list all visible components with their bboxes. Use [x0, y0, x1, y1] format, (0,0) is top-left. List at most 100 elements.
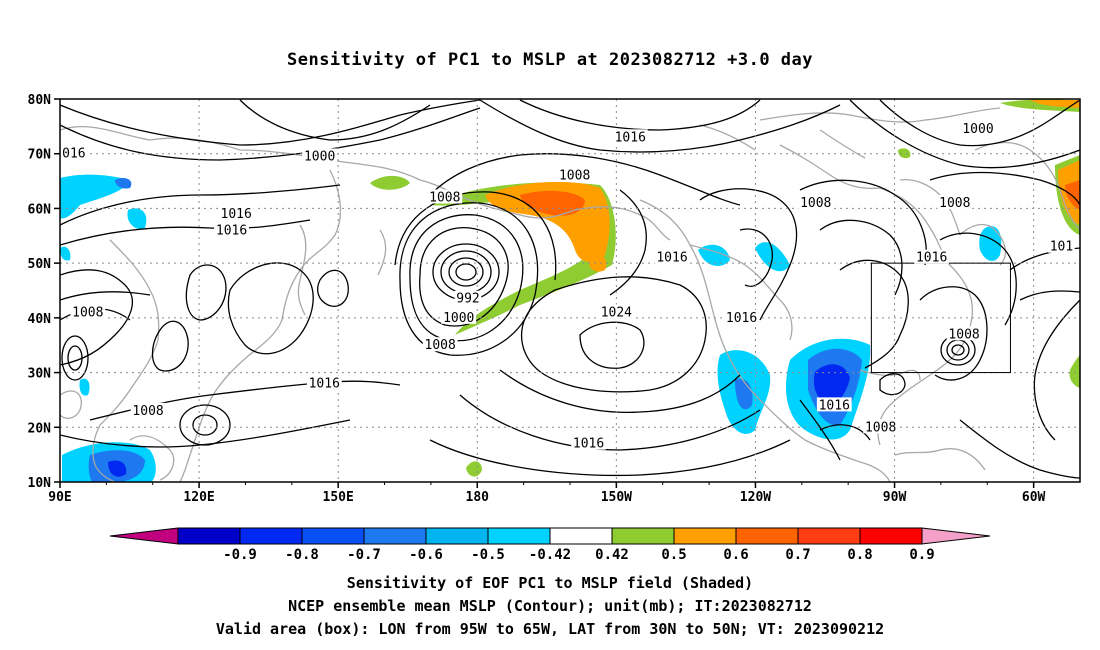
colorbar-label: -0.7	[347, 547, 381, 563]
lat-label: 20N	[28, 421, 52, 436]
contour-label-bg	[724, 309, 759, 324]
colorbar-swatch	[735, 527, 799, 545]
contour-label: 1008	[429, 190, 460, 205]
colorbar-swatch	[859, 527, 923, 545]
shade-negative-weak	[698, 244, 730, 266]
lon-label: 150E	[323, 490, 354, 505]
contour-label: 1008	[939, 196, 970, 211]
shade-negative-weak	[127, 208, 147, 229]
lat-label: 60N	[28, 202, 52, 217]
contour-label: 1008	[132, 404, 163, 419]
contour-label: 1016	[726, 311, 757, 326]
shade-negative-weak	[979, 226, 1002, 262]
colorbar-label: 0.42	[595, 547, 629, 563]
contour-label-bg	[441, 309, 477, 324]
colorbar-swatch	[611, 527, 675, 545]
contour-label: 1008	[865, 420, 896, 435]
contour-label: 1008	[72, 305, 103, 320]
contour-label: 1008	[425, 338, 456, 353]
plot-frame	[59, 98, 1081, 483]
shade-positive-weak	[466, 461, 482, 477]
colorbar-swatch	[239, 527, 303, 545]
shade-negative-strong	[108, 460, 127, 477]
caption-valid-area: Valid area (box): LON from 95W to 65W, L…	[215, 620, 885, 638]
contour-label: 1016	[216, 223, 247, 238]
shade-positive-weak	[1069, 355, 1080, 388]
lon-label: 120E	[183, 490, 214, 505]
shade-negative-weak	[60, 174, 130, 219]
contour-label-bg	[1048, 238, 1075, 253]
contour-label: 1016	[656, 251, 687, 266]
map-title: Sensitivity of PC1 to MSLP at 2023082712…	[286, 50, 813, 70]
contour-label-bg	[598, 304, 634, 319]
colorbar-label: 0.8	[847, 547, 872, 563]
contour-label-bg	[798, 194, 834, 209]
lat-label: 10N	[28, 476, 52, 491]
contour-label-bg	[914, 249, 950, 264]
caption-shading: Sensitivity of EOF PC1 to MSLP field (Sh…	[346, 574, 754, 592]
contour-label-bg	[654, 249, 690, 264]
colorbar-label: 0.7	[785, 547, 810, 563]
contour-label: 1016	[916, 251, 947, 266]
contour-label-bg	[863, 419, 899, 434]
lon-label: 120W	[740, 490, 771, 505]
contour-label: 1008	[800, 196, 831, 211]
colorbar-swatch	[797, 527, 861, 545]
colorbar-arrow-right	[921, 527, 991, 545]
contour-label: 1016	[309, 377, 340, 392]
contour-label: 1024	[601, 305, 632, 320]
contour-label-bg	[130, 402, 166, 417]
contour-label-bg	[454, 290, 482, 305]
contour-label: 1016	[221, 207, 252, 222]
lat-lon-grid	[60, 99, 1080, 482]
caption-contours: NCEP ensemble mean MSLP (Contour); unit(…	[288, 597, 812, 615]
colorbar-swatch	[301, 527, 365, 545]
contour-label-bg	[60, 145, 88, 160]
colorbar-label: -0.8	[285, 547, 319, 563]
shade-negative-medium	[115, 177, 132, 189]
lon-label: 150W	[601, 490, 632, 505]
contour-label-bg	[960, 121, 996, 136]
contour-label: 1016	[573, 437, 604, 452]
contour-label: 1000	[443, 311, 474, 326]
contour-label-bg	[612, 129, 648, 144]
colorbar-swatch	[487, 527, 551, 545]
contour-label: 1016	[615, 130, 646, 145]
colorbar-label: 0.9	[909, 547, 934, 563]
contour-label: 101	[1050, 240, 1073, 255]
shade-positive-strong	[520, 190, 585, 216]
contour-label-bg	[218, 205, 254, 220]
lat-label: 40N	[28, 312, 52, 327]
contour-label-bg	[946, 326, 982, 341]
colorbar-swatch	[363, 527, 427, 545]
contour-label-bg	[557, 167, 593, 182]
colorbar: -0.9 -0.8 -0.7 -0.6 -0.5 -0.42 0.42 0.5 0.6 0.7 0.…	[109, 527, 991, 563]
colorbar-arrow-left	[109, 527, 179, 545]
sensitivity-shading	[60, 99, 1080, 482]
colorbar-label: -0.5	[471, 547, 505, 563]
contour-label: 1008	[559, 169, 590, 184]
contour-label: 016	[62, 147, 85, 162]
lat-label: 80N	[28, 93, 52, 108]
colorbar-swatch	[177, 527, 241, 545]
contour-label-bg	[214, 222, 249, 237]
valid-area-box	[870, 262, 1011, 374]
lon-label: 90W	[883, 490, 907, 505]
lat-label: 70N	[28, 148, 52, 163]
contour-label-bg	[306, 375, 342, 390]
colorbar-swatch	[549, 527, 613, 545]
colorbar-swatch	[425, 527, 489, 545]
lat-label: 50N	[28, 257, 52, 272]
shade-positive-weak	[898, 148, 911, 159]
contour-label-bg	[571, 435, 606, 450]
colorbar-label: -0.6	[409, 547, 443, 563]
lon-label: 60W	[1022, 490, 1046, 505]
lon-label: 90E	[48, 490, 71, 505]
contour-label-bg	[422, 337, 458, 352]
contour-label: 1000	[962, 122, 993, 137]
shade-positive-medium	[588, 253, 607, 272]
contour-label-bg	[302, 148, 338, 163]
colorbar-label: -0.9	[223, 547, 257, 563]
